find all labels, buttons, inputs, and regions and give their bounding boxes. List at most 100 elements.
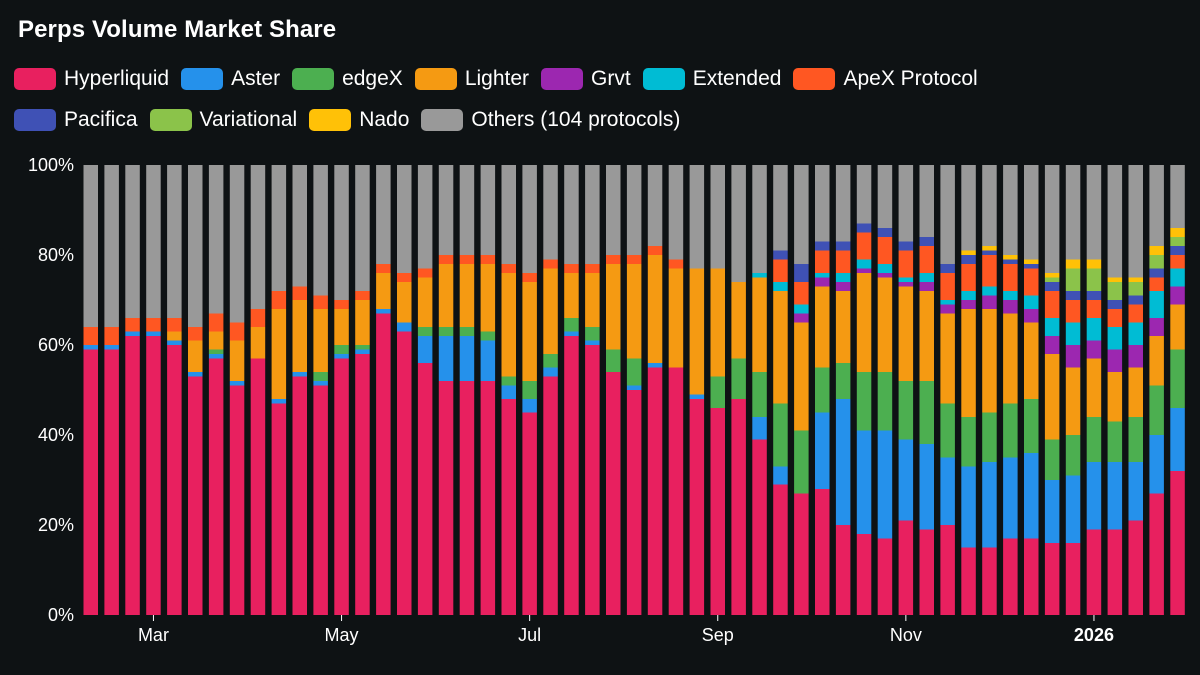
bar-segment[interactable] [856, 232, 872, 260]
bar-stack[interactable] [83, 165, 99, 615]
bar-segment[interactable] [752, 277, 767, 373]
bar-segment[interactable] [292, 165, 308, 287]
bar-segment[interactable] [271, 309, 287, 399]
legend-item-grvt[interactable]: Grvt [541, 67, 631, 91]
bar-segment[interactable] [1044, 273, 1060, 278]
bar-segment[interactable] [564, 318, 579, 332]
bar-segment[interactable] [292, 300, 308, 372]
bar-segment[interactable] [208, 354, 224, 359]
bar-segment[interactable] [1044, 439, 1060, 481]
bar-segment[interactable] [647, 363, 663, 368]
bar-segment[interactable] [856, 430, 872, 535]
bar-segment[interactable] [898, 381, 914, 440]
bar-segment[interactable] [1149, 336, 1164, 386]
bar-segment[interactable] [626, 165, 642, 255]
bar-segment[interactable] [1107, 165, 1123, 278]
bar-segment[interactable] [919, 273, 935, 282]
bar-segment[interactable] [710, 376, 726, 409]
bar-stack[interactable] [1128, 165, 1144, 615]
bar-segment[interactable] [480, 381, 496, 615]
bar-segment[interactable] [376, 309, 391, 314]
bar-segment[interactable] [794, 313, 809, 323]
bar-segment[interactable] [856, 165, 872, 224]
bar-segment[interactable] [1044, 282, 1060, 291]
bar-segment[interactable] [794, 282, 809, 305]
bar-segment[interactable] [752, 417, 767, 440]
bar-segment[interactable] [417, 327, 433, 336]
bar-segment[interactable] [1065, 268, 1081, 292]
bar-segment[interactable] [877, 430, 893, 539]
bar-segment[interactable] [585, 165, 600, 264]
bar-segment[interactable] [188, 327, 203, 341]
bar-stack[interactable] [1024, 165, 1039, 615]
bar-segment[interactable] [334, 358, 349, 616]
bar-segment[interactable] [167, 340, 182, 346]
bar-segment[interactable] [877, 237, 893, 264]
bar-segment[interactable] [1128, 304, 1144, 323]
bar-segment[interactable] [417, 363, 433, 615]
bar-stack[interactable] [815, 165, 830, 615]
bar-segment[interactable] [961, 291, 976, 300]
bar-segment[interactable] [1024, 295, 1039, 310]
bar-segment[interactable] [1128, 277, 1144, 283]
bar-segment[interactable] [1003, 264, 1018, 291]
bar-stack[interactable] [125, 165, 140, 615]
legend-item-aster[interactable]: Aster [181, 67, 280, 91]
bar-segment[interactable] [877, 277, 893, 373]
bar-stack[interactable] [104, 165, 119, 615]
bar-stack[interactable] [459, 165, 475, 615]
bar-segment[interactable] [438, 381, 454, 615]
bar-segment[interactable] [125, 336, 140, 615]
bar-segment[interactable] [626, 264, 642, 359]
bar-segment[interactable] [459, 255, 475, 264]
bar-segment[interactable] [961, 165, 976, 251]
bar-segment[interactable] [564, 273, 579, 318]
bar-segment[interactable] [543, 376, 558, 616]
bar-segment[interactable] [522, 381, 537, 399]
bar-segment[interactable] [1107, 309, 1123, 327]
bar-segment[interactable] [585, 345, 600, 615]
bar-segment[interactable] [1149, 435, 1164, 494]
bar-segment[interactable] [668, 268, 684, 368]
bar-segment[interactable] [480, 331, 496, 341]
legend-item-pacifica[interactable]: Pacifica [14, 108, 138, 132]
bar-segment[interactable] [522, 412, 537, 616]
bar-segment[interactable] [1044, 354, 1060, 440]
bar-segment[interactable] [313, 165, 328, 296]
legend-item-hyperliquid[interactable]: Hyperliquid [14, 67, 169, 91]
bar-segment[interactable] [1107, 529, 1123, 616]
bar-segment[interactable] [376, 264, 391, 273]
bar-segment[interactable] [773, 282, 788, 291]
bar-segment[interactable] [794, 322, 809, 431]
bar-segment[interactable] [961, 250, 976, 256]
legend-item-lighter[interactable]: Lighter [414, 67, 529, 91]
bar-stack[interactable] [313, 165, 328, 615]
bar-segment[interactable] [835, 241, 851, 251]
bar-segment[interactable] [877, 538, 893, 616]
bar-segment[interactable] [271, 403, 287, 616]
bar-segment[interactable] [898, 520, 914, 616]
bar-segment[interactable] [501, 165, 517, 264]
bar-segment[interactable] [773, 484, 788, 616]
bar-segment[interactable] [606, 372, 621, 615]
bar-segment[interactable] [835, 250, 851, 274]
bar-segment[interactable] [1170, 246, 1185, 255]
bar-segment[interactable] [250, 358, 266, 616]
bar-segment[interactable] [835, 282, 851, 291]
bar-segment[interactable] [1170, 304, 1185, 350]
bar-segment[interactable] [229, 165, 245, 323]
bar-segment[interactable] [397, 282, 412, 323]
bar-segment[interactable] [1086, 462, 1102, 530]
bar-segment[interactable] [668, 367, 684, 616]
bar-stack[interactable] [856, 165, 872, 615]
bar-segment[interactable] [1170, 471, 1185, 615]
bar-segment[interactable] [417, 336, 433, 363]
bar-stack[interactable] [668, 165, 684, 616]
bar-segment[interactable] [835, 399, 851, 525]
bar-stack[interactable] [919, 165, 935, 615]
bar-segment[interactable] [647, 367, 663, 616]
bar-segment[interactable] [1003, 538, 1018, 616]
bar-segment[interactable] [355, 165, 370, 291]
bar-stack[interactable] [898, 165, 914, 616]
bar-stack[interactable] [1003, 165, 1018, 615]
